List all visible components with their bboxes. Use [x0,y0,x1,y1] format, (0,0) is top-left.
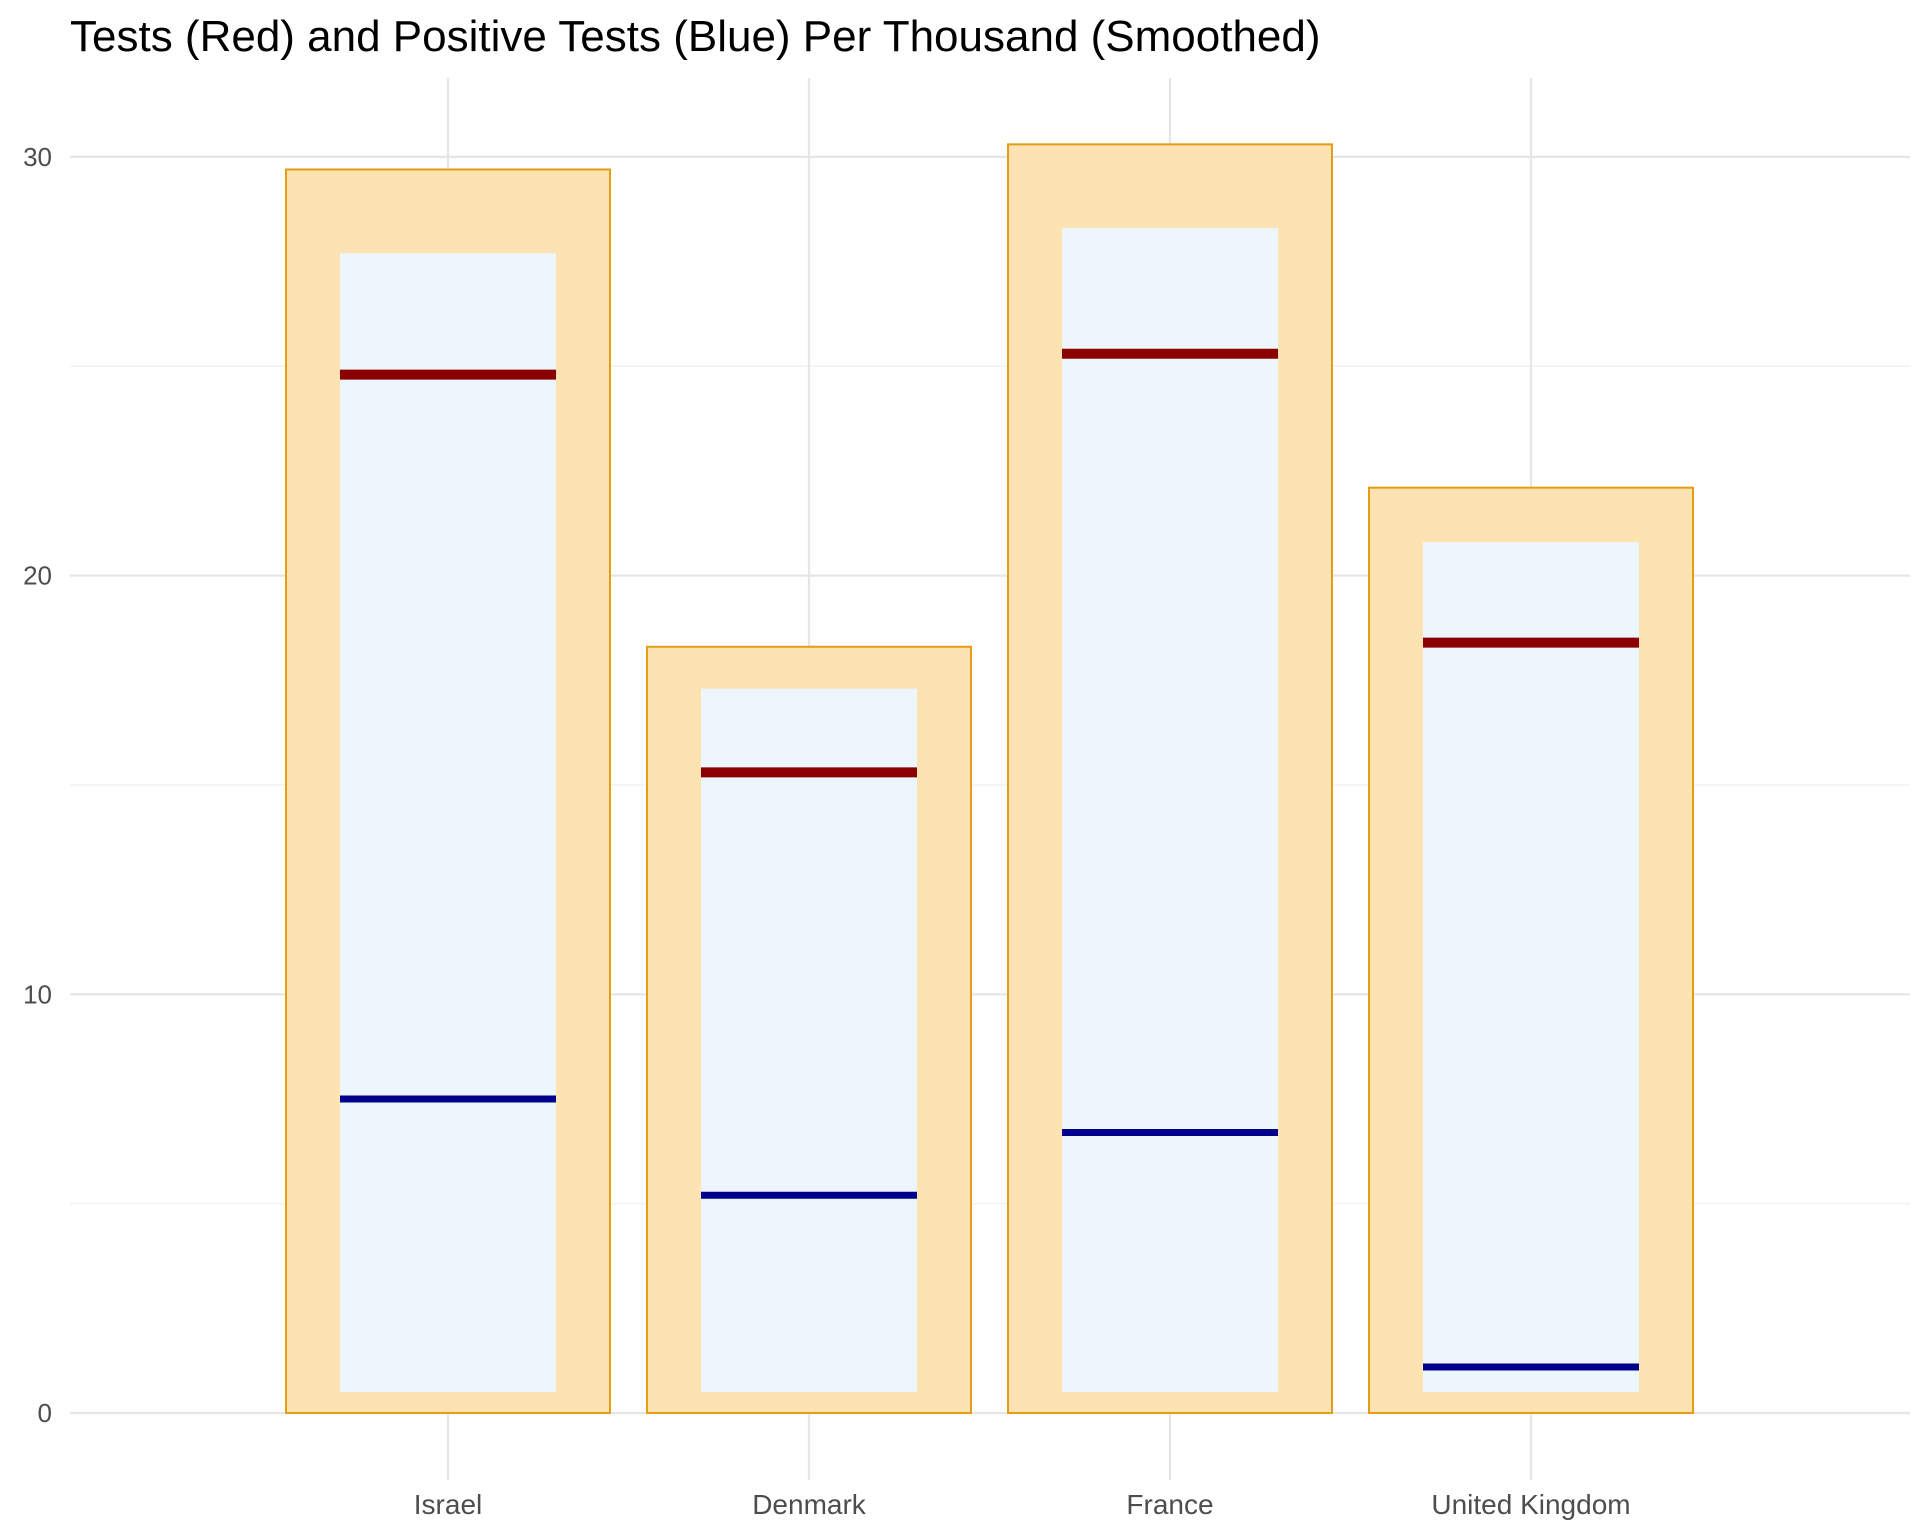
inner-bar [1062,228,1278,1393]
x-tick-label: Denmark [752,1489,867,1520]
y-tick-label: 0 [38,1398,52,1428]
inner-bar [701,688,917,1393]
x-tick-label: Israel [414,1489,482,1520]
inner-bar [340,253,556,1393]
x-tick-label: United Kingdom [1431,1489,1630,1520]
bars-layer [285,143,1694,1415]
y-tick-label: 10 [23,979,52,1009]
x-tick-label: France [1126,1489,1213,1520]
chart-title: Tests (Red) and Positive Tests (Blue) Pe… [70,12,1321,61]
y-tick-label: 20 [23,561,52,591]
axis-layer: 0 10 20 30 Israel Denmark France United Kingdom [23,142,1631,1520]
y-tick-label: 30 [23,142,52,172]
inner-bar [1423,542,1639,1393]
